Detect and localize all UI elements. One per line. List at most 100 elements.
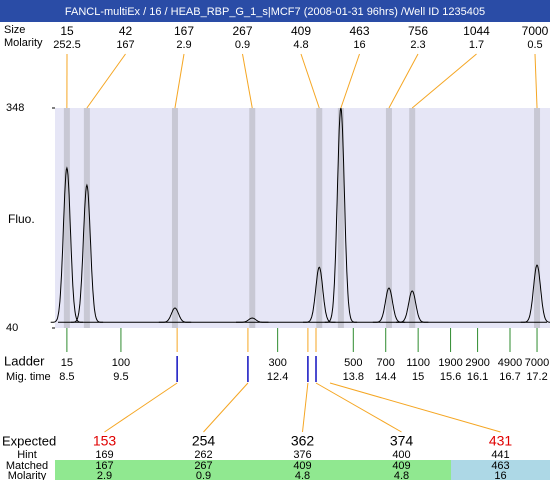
peak-connector (174, 53, 185, 109)
peak-size: 409 (291, 24, 311, 38)
expected-value: 254 (192, 433, 216, 449)
y-axis-label: Fluo. (8, 212, 35, 226)
hint-value: 376 (293, 449, 311, 461)
peak-connector (300, 53, 320, 109)
ladder-time: 13.8 (343, 371, 364, 383)
ladder-size: 2900 (465, 357, 489, 369)
title-bar (0, 0, 550, 22)
peak-molarity: 252.5 (53, 39, 81, 51)
peak-band (63, 108, 70, 328)
peak-band (316, 108, 323, 328)
hint-value: 262 (194, 449, 212, 461)
peak-band (249, 108, 256, 328)
ladder-time: 12.4 (267, 371, 288, 383)
peak-band (534, 108, 541, 328)
molarity-label: Molarity (8, 470, 47, 480)
peak-connector (242, 53, 253, 109)
expected-connector (104, 382, 178, 433)
ladder-time: 16.7 (499, 371, 520, 383)
matched-value: 463 (491, 460, 509, 472)
ladder-time: 8.5 (59, 371, 74, 383)
peak-connector (340, 53, 360, 109)
peak-molarity: 4.8 (293, 39, 308, 51)
expected-value: 153 (93, 433, 117, 449)
peak-connector (388, 53, 419, 109)
y-tick-label: 348 (6, 102, 24, 114)
peak-connector (86, 53, 126, 109)
peak (303, 266, 336, 323)
matched-value: 409 (392, 460, 410, 472)
hint-value: 169 (95, 449, 113, 461)
expected-value: 362 (291, 433, 315, 449)
expected-value: 431 (489, 433, 513, 449)
ladder-size: 1900 (438, 357, 462, 369)
ladder-size: 4900 (498, 357, 522, 369)
peak-molarity: 1.7 (469, 39, 484, 51)
expected-connector (315, 382, 402, 433)
expected-connector (302, 382, 309, 433)
peak-size: 15 (60, 24, 74, 38)
expected-connector (203, 382, 249, 433)
hint-value: 441 (491, 449, 509, 461)
peak-band (409, 108, 416, 328)
matched-cell (352, 460, 451, 480)
row-label: Size (4, 24, 25, 36)
matched-cell (253, 460, 352, 480)
peak-molarity: 0.9 (235, 39, 250, 51)
molarity-value: 2.9 (97, 470, 112, 480)
peak (70, 183, 104, 323)
title: FANCL-multiEx / 16 / HEAB_RBP_G_1_s|MCF7… (65, 6, 485, 18)
expected-value: 374 (390, 433, 414, 449)
peak (50, 166, 84, 323)
hint-value: 400 (392, 449, 410, 461)
ladder-size: 1100 (406, 357, 430, 369)
peak-molarity: 2.9 (176, 39, 191, 51)
ladder-size: 700 (377, 357, 395, 369)
peak-size: 463 (349, 24, 369, 38)
mig-time-label: Mig. time (6, 371, 51, 383)
matched-label: Matched (6, 460, 48, 472)
peak-band (337, 108, 344, 328)
matched-cell (451, 460, 550, 480)
peak-size: 756 (408, 24, 428, 38)
ladder-size: 7000 (525, 357, 549, 369)
peak-molarity: 2.3 (410, 39, 425, 51)
peak (236, 317, 269, 323)
plot-area (55, 108, 550, 328)
ladder-size: 300 (268, 357, 286, 369)
peak-band (171, 108, 178, 328)
peak-connector (534, 53, 538, 109)
matched-value: 409 (293, 460, 311, 472)
peak-size: 7000 (522, 24, 549, 38)
ladder-time: 15.6 (440, 371, 461, 383)
ladder-time: 17.2 (526, 371, 547, 383)
ladder-size: 100 (112, 357, 130, 369)
peak-connector (411, 53, 477, 109)
ladder-time: 16.1 (467, 371, 488, 383)
matched-cell (55, 460, 154, 480)
peak-band (83, 108, 90, 328)
ladder-time: 9.5 (113, 371, 128, 383)
ladder-time: 14.4 (375, 371, 396, 383)
peak-size: 42 (119, 24, 133, 38)
y-tick-label: 40 (6, 322, 18, 334)
ladder-time: 15 (412, 371, 424, 383)
molarity-value: 4.8 (394, 470, 409, 480)
peak (520, 264, 550, 323)
matched-value: 167 (95, 460, 113, 472)
molarity-value: 4.8 (295, 470, 310, 480)
peak-molarity: 16 (353, 39, 365, 51)
peak-molarity: 0.5 (527, 39, 542, 51)
peak-band (385, 108, 392, 328)
matched-cell (154, 460, 253, 480)
peak-size: 167 (174, 24, 194, 38)
expected-connector (329, 382, 501, 433)
molarity-value: 0.9 (196, 470, 211, 480)
expected-label: Expected (2, 433, 56, 448)
hint-label: Hint (17, 449, 37, 461)
peak (158, 307, 192, 323)
row-label: Molarity (4, 37, 43, 49)
matched-value: 267 (194, 460, 212, 472)
